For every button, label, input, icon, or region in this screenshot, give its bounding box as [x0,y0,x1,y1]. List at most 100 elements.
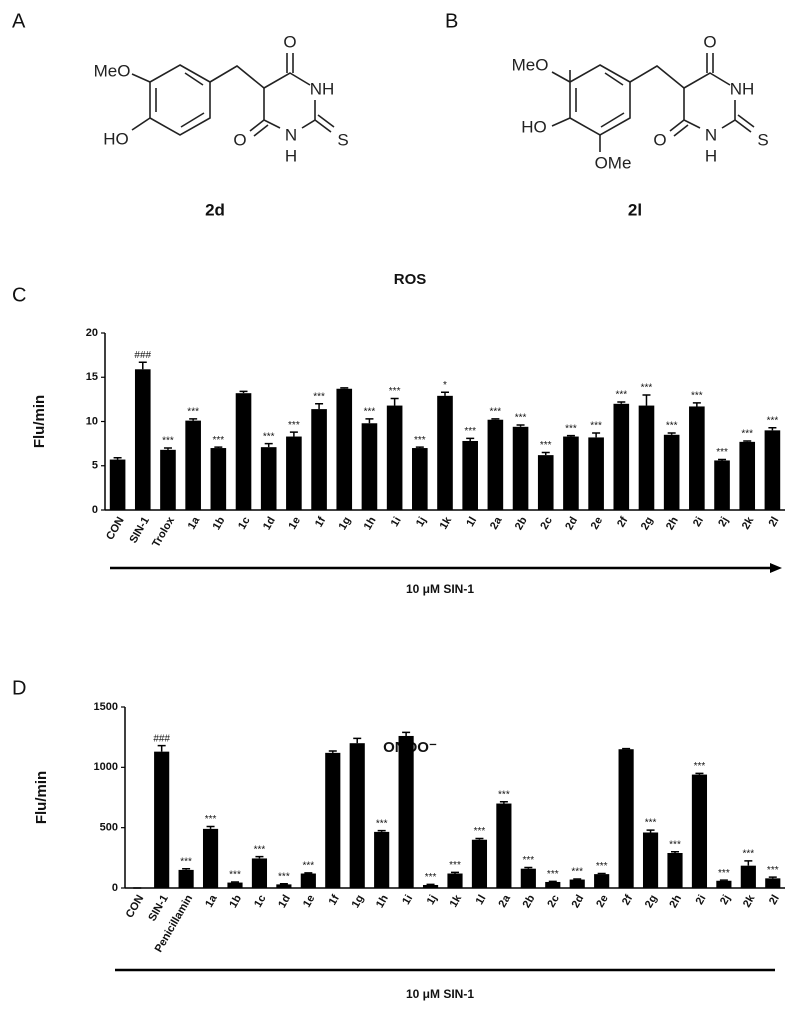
significance-label: *** [288,420,300,431]
significance-label: *** [187,406,199,417]
error-bar [667,432,676,435]
bar [663,434,680,510]
error-bar [426,883,435,886]
error-bar [214,446,223,449]
atom-label: MeO [94,61,131,80]
bar [496,803,512,888]
bond [737,114,755,128]
significance-label: *** [547,869,559,880]
error-bar [182,867,191,870]
atom-label: H [285,146,297,165]
atom-label: O [653,130,666,149]
bond [683,88,701,129]
y-tick-label: 20 [86,327,98,339]
x-tick-label: 2g [639,515,656,532]
error-bar [340,387,349,389]
x-tick-label: 1j [425,893,440,907]
error-bar [377,829,386,832]
error-bar [541,451,550,456]
x-tick-label: 1a [203,892,220,909]
error-bar [671,851,679,854]
significance-label: *** [718,868,730,879]
error-bar [499,800,508,804]
error-bar [622,747,631,750]
significance-label: *** [425,872,437,883]
bond [131,117,151,131]
bond [263,72,311,89]
significance-label: *** [767,415,779,426]
error-bar [441,391,449,396]
x-tick-label: 1l [464,515,479,529]
bar [520,868,536,888]
x-tick-label: 2i [691,515,706,529]
error-bar [475,837,484,840]
bar [134,369,151,510]
bar [437,395,453,510]
significance-label: *** [645,818,657,829]
y-tick-label: 1500 [94,701,118,713]
x-tick-label: CON [104,515,127,542]
y-tick-label: 500 [100,822,118,834]
error-bar [695,772,704,775]
atom-label: OMe [595,153,632,172]
significance-label: *** [490,406,502,417]
x-tick-label: 2h [667,893,684,910]
significance-label: *** [540,440,552,451]
x-tick-label: 1g [337,515,354,532]
significance-label: *** [742,848,754,859]
x-tick-label: 1k [438,514,455,531]
bond [683,72,731,89]
bond [721,100,736,129]
bond [249,119,265,132]
structure-2d: MeO HO O NH O N H S 2d [94,32,349,219]
bond [253,124,269,137]
bond [551,71,571,83]
atom-label: NH [730,79,755,98]
error-bar [289,431,298,437]
error-bar [718,458,727,461]
bar [689,406,705,510]
bond [600,112,625,128]
y-axis-title: Flu/min [31,395,48,448]
significance-label: *** [522,855,534,866]
bar [537,455,554,510]
bond [209,65,265,89]
significance-label: *** [691,391,703,402]
x-tick-label: 2k [740,514,757,531]
error-bar [264,442,273,448]
bar [739,441,756,510]
x-tick-label: 1a [186,514,203,531]
x-tick-label: 2k [741,892,758,909]
bond [317,114,335,128]
significance-label: *** [364,406,376,417]
error-bar [617,401,626,404]
bar [569,879,585,888]
x-tick-label: 2l [767,893,782,907]
significance-label: *** [313,391,325,402]
x-tick-label: 1g [350,893,367,910]
bar [276,884,292,888]
atom-label: N [285,125,297,144]
bond [734,119,752,133]
error-bar [768,876,777,879]
significance-label: *** [767,865,779,876]
significance-label: *** [376,818,388,829]
bar [588,437,604,510]
significance-label: *** [162,436,174,447]
bar [398,735,414,888]
bar [716,880,732,888]
bar [109,459,126,510]
bar [462,440,478,510]
atom-label: H [705,146,717,165]
x-tick-label: 1c [236,515,253,532]
y-tick-label: 5 [92,460,98,472]
significance-label: *** [414,435,426,446]
x-tick-label: SIN-1 [127,515,151,545]
error-bar [402,731,411,736]
atom-label: HO [103,129,129,148]
x-tick-label: 1d [261,515,278,532]
bar [447,873,463,888]
structure-label: 2l [628,200,642,219]
bar [178,869,194,888]
